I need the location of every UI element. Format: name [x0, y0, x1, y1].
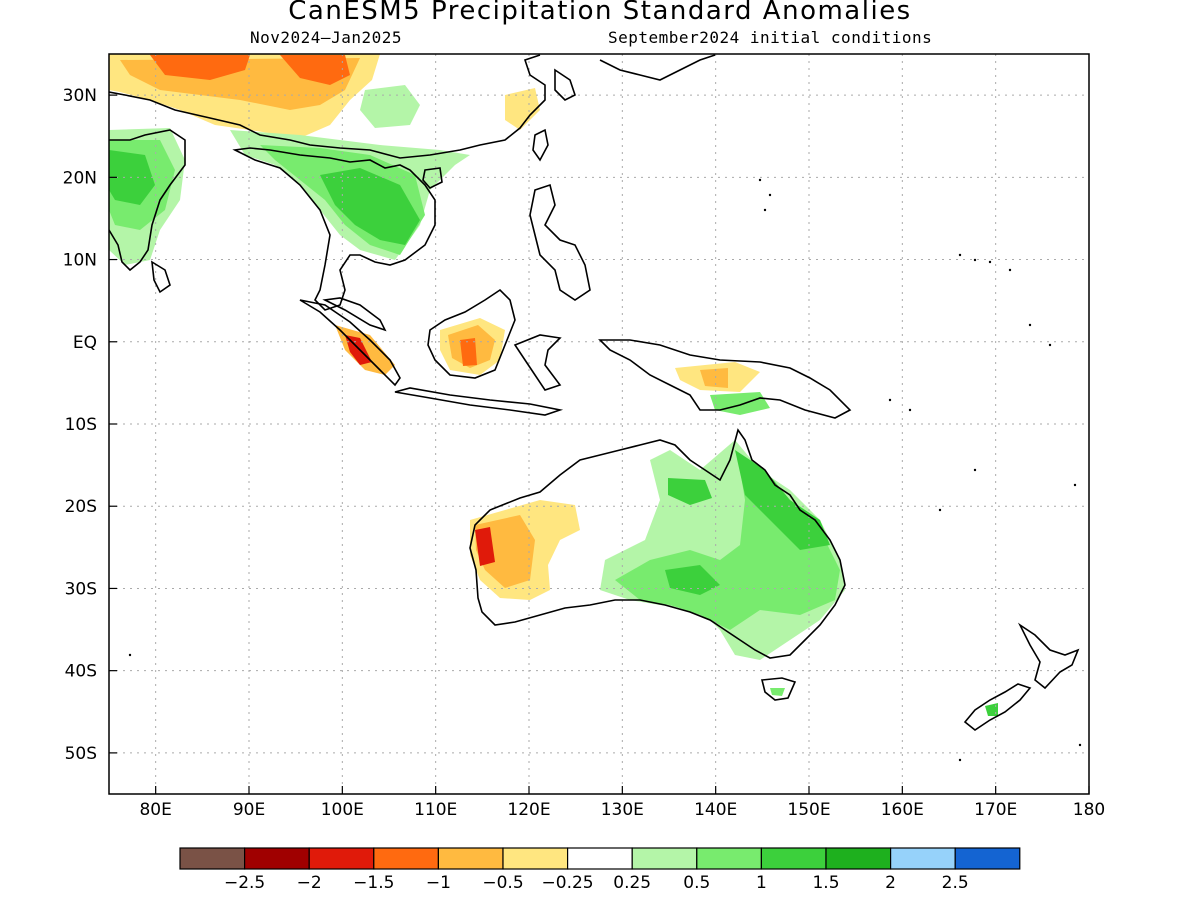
lon-tick-label: 160E — [881, 800, 924, 820]
coast-srilanka — [151, 260, 171, 294]
lon-tick-label: 80E — [139, 800, 171, 820]
lon-tick-label: 90E — [233, 800, 265, 820]
colorbar-label: 2 — [885, 873, 896, 893]
anomaly-newguinea-mod — [700, 368, 728, 388]
colorbar-swatch — [437, 847, 504, 870]
anomaly-newguinea-wet — [710, 392, 770, 415]
chart-title: CanESM5 Precipitation Standard Anomalies — [288, 0, 912, 26]
colorbar-label: −1 — [426, 873, 451, 893]
anomaly-himalaya-strong2 — [280, 55, 350, 85]
colorbar-swatch — [889, 847, 956, 870]
coast-philippines — [529, 183, 591, 301]
coast-tasmania — [760, 677, 797, 701]
coast-sulawesi — [513, 334, 562, 391]
coastlines — [109, 54, 1080, 731]
colorbar-swatch — [631, 847, 698, 870]
forecast-period: Nov2024–Jan2025 — [250, 28, 402, 47]
colorbar-label: −2.5 — [224, 873, 265, 893]
lon-tick-label: 120E — [507, 800, 550, 820]
colorbar: −2.5 −2 −1.5 −1 −0.5 −0.25 0.25 0.5 1 1.5 2 2.5 — [179, 847, 1021, 893]
lat-tick-label: 30N — [63, 86, 97, 106]
coast-nz-north — [1017, 622, 1080, 690]
lon-tick-label: 130E — [601, 800, 644, 820]
colorbar-label: −0.5 — [482, 873, 523, 893]
colorbar-label: −2 — [297, 873, 322, 893]
anomaly-himalaya-strong — [150, 55, 250, 80]
anomaly-tas-wet — [770, 688, 785, 696]
coast-india — [109, 129, 186, 272]
lat-tick-label: 40S — [65, 662, 97, 682]
anomaly-nz-wet — [985, 703, 998, 716]
coast-taiwan — [532, 128, 549, 162]
colorbar-label: −0.25 — [542, 873, 594, 893]
coast-nz-south — [963, 683, 1032, 731]
coast-hainan — [422, 167, 443, 189]
anomaly-aus-wet5 — [668, 478, 712, 505]
colorbar-label: 2.5 — [942, 873, 969, 893]
colorbar-label: 0.25 — [613, 873, 651, 893]
colorbar-swatch — [244, 847, 310, 870]
coast-australia — [469, 428, 846, 659]
colorbar-swatch — [566, 847, 633, 870]
lat-tick-label: 10S — [65, 415, 97, 435]
coast-indochina — [232, 147, 436, 311]
lat-tick-label: 20N — [63, 168, 97, 188]
colorbar-label: 1 — [756, 873, 767, 893]
lon-tick-label: 150E — [787, 800, 830, 820]
initial-conditions: September2024 initial conditions — [608, 28, 933, 47]
coast-japan — [599, 54, 716, 81]
coast-asia — [109, 54, 546, 159]
anomaly-shading — [109, 54, 998, 716]
anomaly-indochina-wet3 — [320, 168, 420, 245]
colorbar-swatch — [760, 847, 827, 870]
lon-tick-label: 180 — [1073, 800, 1105, 820]
anomaly-china-wet — [360, 85, 420, 128]
lat-tick-label: 50S — [65, 744, 97, 764]
lon-tick-label: 100E — [321, 800, 364, 820]
lon-tick-label: 140E — [694, 800, 737, 820]
colorbar-swatch — [308, 847, 375, 870]
colorbar-swatch — [825, 847, 892, 870]
colorbar-swatch — [179, 847, 246, 870]
lat-tick-label: 30S — [65, 579, 97, 599]
grid-lines — [109, 54, 1089, 794]
coast-malaypen — [322, 297, 387, 332]
coast-korea — [554, 68, 576, 101]
colorbar-label: 0.5 — [683, 873, 710, 893]
lat-tick-label: 20S — [65, 497, 97, 517]
colorbar-label: 1.5 — [812, 873, 839, 893]
anomaly-wa-strong — [475, 527, 495, 566]
lon-tick-label: 110E — [414, 800, 457, 820]
colorbar-swatch — [954, 847, 1021, 870]
anomaly-borneo-strong — [460, 338, 477, 366]
coast-sumatra — [299, 299, 401, 387]
anomaly-china-dry — [505, 88, 540, 130]
colorbar-label: −1.5 — [353, 873, 394, 893]
anomaly-aus-wet3 — [735, 450, 830, 550]
lat-tick-label: 10N — [63, 251, 97, 271]
colorbar-swatch — [373, 847, 439, 870]
colorbar-swatch — [696, 847, 762, 870]
coast-newguinea — [598, 339, 852, 419]
island-markers — [128, 178, 1082, 762]
colorbar-swatch — [502, 847, 569, 870]
anomaly-aus-wet4 — [665, 565, 720, 595]
coast-borneo — [427, 288, 516, 379]
lon-tick-label: 170E — [974, 800, 1017, 820]
axis-ticks: 80E 90E 100E 110E 120E 130E 140E 150E 160E 170E 18… — [63, 86, 1106, 820]
coast-java — [394, 387, 564, 416]
lat-tick-label: EQ — [73, 333, 97, 353]
